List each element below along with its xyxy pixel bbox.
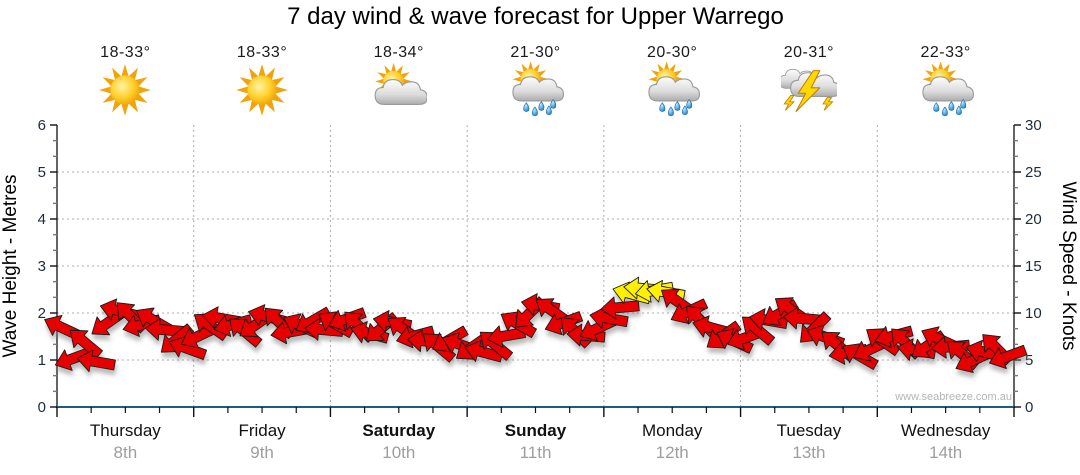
watermark: www.seabreeze.com.au bbox=[895, 391, 1012, 403]
wind-arrow bbox=[76, 349, 116, 373]
date-label: 14th bbox=[929, 443, 963, 462]
day-label: Friday bbox=[238, 421, 286, 440]
right-tick-label: 10 bbox=[1025, 305, 1042, 322]
weather-icon bbox=[644, 61, 701, 118]
sun-cloud-icon bbox=[374, 62, 428, 105]
chart-title: 7 day wind & wave forecast for Upper War… bbox=[287, 3, 784, 30]
left-tick-label: 6 bbox=[38, 117, 46, 134]
wind-arrow-series bbox=[44, 276, 1028, 373]
day-label: Monday bbox=[641, 421, 703, 440]
right-tick-label: 25 bbox=[1025, 164, 1042, 181]
temperature-range: 20-31° bbox=[783, 44, 835, 61]
day-label: Thursday bbox=[89, 421, 161, 440]
date-label: 10th bbox=[382, 443, 416, 462]
wind-arrow bbox=[69, 329, 103, 359]
wind-arrow bbox=[600, 296, 640, 320]
left-axis-title: Wave Height - Metres bbox=[0, 174, 21, 357]
sun-cloud-rain-icon bbox=[511, 61, 564, 117]
weather-icon bbox=[918, 61, 974, 118]
weather-icon bbox=[97, 62, 153, 118]
temperature-range: 18-33° bbox=[236, 44, 288, 61]
temperature-range: 21-30° bbox=[510, 44, 561, 61]
day-label: Sunday bbox=[504, 421, 567, 440]
left-tick-label: 0 bbox=[38, 399, 46, 416]
storm-icon bbox=[778, 68, 841, 113]
day-label: Tuesday bbox=[776, 421, 842, 440]
temperature-range: 18-33° bbox=[100, 44, 151, 61]
date-label: 13th bbox=[792, 443, 826, 462]
date-label: 8th bbox=[113, 443, 138, 462]
left-tick-label: 5 bbox=[38, 164, 46, 181]
sunny-icon bbox=[99, 64, 152, 116]
weather-icon bbox=[371, 62, 428, 118]
day-label: Wednesday bbox=[900, 421, 991, 440]
right-tick-label: 0 bbox=[1025, 399, 1033, 416]
left-tick-label: 1 bbox=[38, 352, 46, 369]
weather-icon bbox=[234, 62, 290, 118]
tick-labels: 0 1 2 3 4 5 6 0 5 10 15 20 25 30 bbox=[38, 117, 1042, 416]
weather-icon bbox=[778, 62, 841, 118]
right-tick-label: 5 bbox=[1025, 352, 1033, 369]
gridlines bbox=[57, 125, 1014, 407]
temperature-range: 20-30° bbox=[647, 44, 698, 61]
temperature-range: 18-34° bbox=[373, 44, 424, 61]
right-axis-title: Wind Speed - Knots bbox=[1058, 182, 1079, 351]
wind-arrow bbox=[464, 339, 504, 363]
temperature-range: 22-33° bbox=[920, 44, 971, 61]
left-tick-label: 4 bbox=[38, 211, 46, 228]
date-label: 9th bbox=[250, 443, 274, 462]
left-tick-label: 2 bbox=[38, 305, 46, 322]
right-tick-label: 20 bbox=[1025, 211, 1042, 228]
axes bbox=[50, 124, 1021, 417]
weather-icon bbox=[508, 61, 564, 118]
date-label: 11th bbox=[519, 443, 552, 462]
sunny-icon bbox=[236, 64, 288, 116]
right-tick-label: 15 bbox=[1025, 258, 1042, 275]
date-label: 12th bbox=[655, 443, 689, 462]
right-tick-label: 30 bbox=[1025, 117, 1042, 134]
wind-arrow bbox=[989, 344, 1028, 370]
sun-cloud-rain-icon bbox=[922, 61, 974, 117]
day-label: Saturday bbox=[362, 421, 436, 440]
left-tick-label: 3 bbox=[38, 258, 46, 275]
sun-cloud-rain-icon bbox=[648, 61, 701, 117]
